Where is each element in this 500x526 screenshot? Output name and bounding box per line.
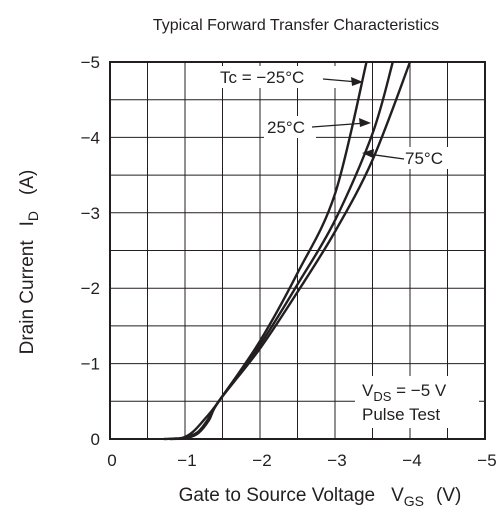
y-tick-label: −2 bbox=[81, 279, 100, 298]
x-tick-label: −4 bbox=[402, 451, 421, 470]
x-tick-label: −3 bbox=[327, 451, 346, 470]
x-axis-label-subscript: GS bbox=[404, 493, 424, 509]
y-axis-label-symbol: I bbox=[17, 221, 38, 226]
vds-value: = −5 V bbox=[391, 381, 446, 400]
vds-subscript: DS bbox=[373, 389, 391, 404]
tick-labels: 0 −1 −2 −3 −4 −5 0 −1 −2 −3 −4 −5 bbox=[81, 53, 497, 470]
label-bg-m25 bbox=[216, 66, 348, 88]
y-axis-label: Drain Current ID (A) bbox=[17, 170, 41, 355]
curve-label-25: 25°C bbox=[267, 118, 305, 137]
arrow-25 bbox=[311, 122, 367, 128]
vds-symbol: V bbox=[362, 381, 374, 400]
x-axis-label: Gate to Source Voltage VGS (V) bbox=[179, 485, 462, 509]
x-tick-label: 0 bbox=[107, 451, 116, 470]
y-axis-label-main: Drain Current bbox=[17, 240, 38, 355]
plot-frame bbox=[109, 61, 486, 440]
arrowhead-m25 bbox=[351, 77, 363, 86]
x-axis-label-symbol: V bbox=[391, 485, 404, 506]
arrow-75 bbox=[367, 153, 405, 160]
y-tick-label: −1 bbox=[81, 355, 100, 374]
arrowhead-25 bbox=[359, 118, 371, 127]
arrowhead-75 bbox=[362, 149, 374, 158]
label-bg-75 bbox=[404, 147, 454, 169]
curve-label-75: 75°C bbox=[405, 149, 443, 168]
curve-label-m25: Tc = −25°C bbox=[220, 68, 304, 87]
y-axis-label-unit: (A) bbox=[17, 170, 38, 195]
x-tick-label: −1 bbox=[177, 451, 196, 470]
x-tick-label: −5 bbox=[477, 451, 496, 470]
label-bg-25 bbox=[264, 116, 316, 138]
x-tick-label: −2 bbox=[252, 451, 271, 470]
y-tick-label: −4 bbox=[81, 128, 100, 147]
conditions-box bbox=[355, 376, 479, 428]
y-axis-label-subscript: D bbox=[25, 211, 41, 221]
pulse-test-label: Pulse Test bbox=[362, 405, 440, 424]
series-line bbox=[178, 61, 412, 441]
x-axis-label-unit: (V) bbox=[436, 485, 461, 506]
y-tick-label: −3 bbox=[81, 204, 100, 223]
vds-condition: VDS = −5 V bbox=[362, 381, 447, 404]
x-axis-label-main: Gate to Source Voltage bbox=[179, 485, 375, 506]
y-tick-label: −5 bbox=[81, 53, 100, 72]
y-tick-label: 0 bbox=[91, 430, 100, 449]
chart-title: Typical Forward Transfer Characteristics bbox=[153, 17, 439, 34]
